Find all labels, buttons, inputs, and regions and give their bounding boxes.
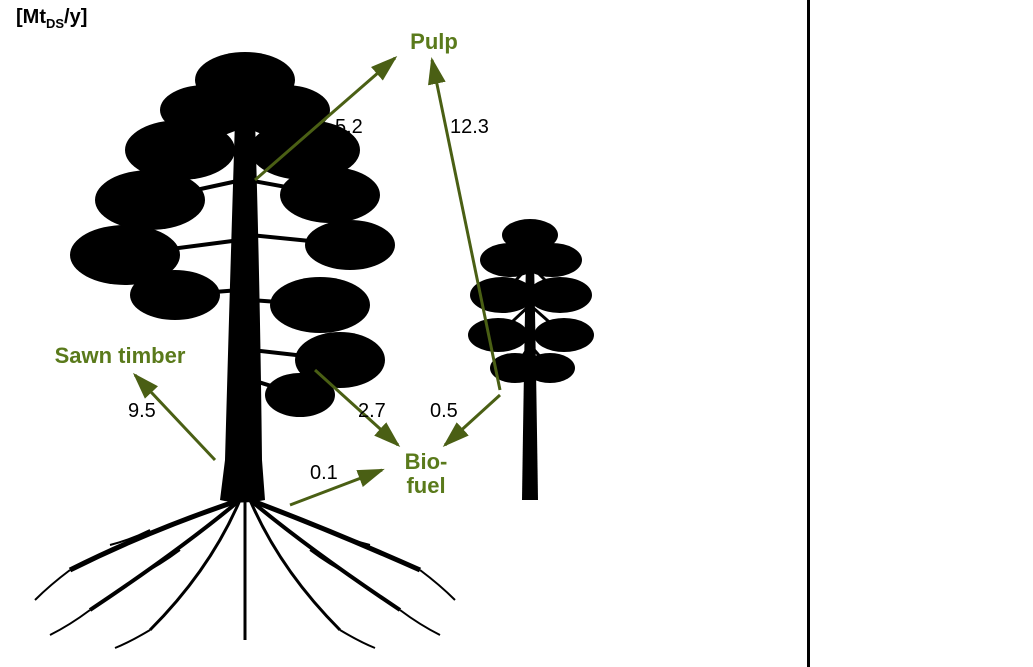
flow-value-roots-to-biofuel: 0.1	[310, 462, 338, 485]
node-sawn-timber: Sawn timber	[35, 344, 205, 367]
flow-value-tree2-to-pulp: 12.3	[450, 116, 489, 139]
unit-sub: DS	[46, 16, 64, 31]
node-pulp: Pulp	[384, 30, 484, 53]
diagram-canvas: [MtDS/y]	[0, 0, 1033, 667]
small-tree-silhouette	[460, 210, 600, 520]
unit-suffix: /y]	[64, 6, 87, 28]
flow-value-tree1-to-pulp: 5.2	[335, 116, 363, 139]
flow-value-tree1-to-biofuel: 2.7	[358, 400, 386, 423]
flow-value-tree2-to-biofuel: 0.5	[430, 400, 458, 423]
large-tree-silhouette	[30, 30, 460, 650]
unit-prefix: [Mt	[16, 6, 46, 28]
flow-value-tree1-to-sawn: 9.5	[128, 400, 156, 423]
unit-label: [MtDS/y]	[16, 6, 87, 31]
node-biofuel-line1: Bio-	[386, 450, 466, 473]
vertical-divider	[807, 0, 810, 667]
node-biofuel-line2: fuel	[386, 474, 466, 497]
